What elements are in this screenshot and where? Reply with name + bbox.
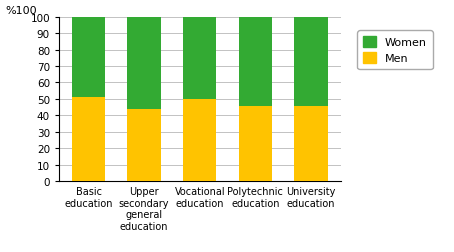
Bar [128, 18, 161, 109]
Bar [239, 106, 272, 181]
Legend: Women, Men: Women, Men [357, 31, 433, 70]
Bar [294, 18, 328, 106]
Bar [72, 98, 105, 181]
Bar [239, 18, 272, 106]
Bar [294, 106, 328, 181]
Text: %100: %100 [5, 6, 37, 16]
Bar [128, 109, 161, 181]
Bar [183, 100, 217, 181]
Bar [183, 18, 217, 100]
Bar [72, 18, 105, 98]
